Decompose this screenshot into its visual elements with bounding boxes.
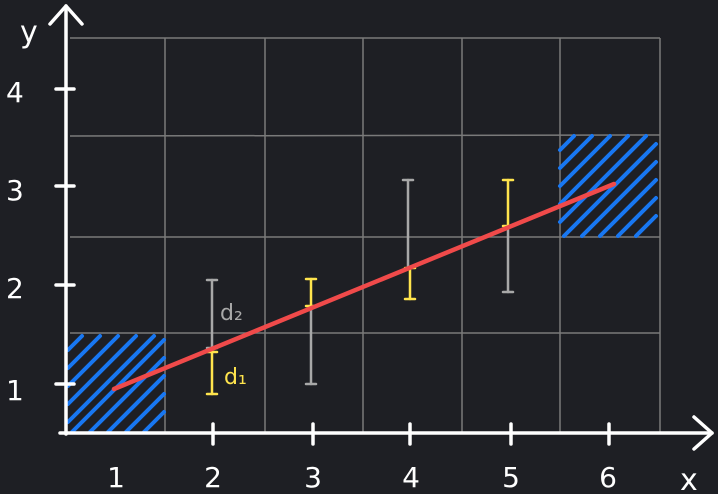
annotation-d1: d₁ xyxy=(224,365,247,390)
x-tick-label: 3 xyxy=(304,461,322,494)
error-bar-yellow-x5 xyxy=(501,178,515,228)
x-axis-label: x xyxy=(680,463,698,494)
y-axis-label: y xyxy=(20,15,38,50)
x-tick-label: 4 xyxy=(402,461,420,494)
regression-line xyxy=(111,181,617,392)
error-bars-gray xyxy=(205,178,515,386)
axes xyxy=(48,4,714,451)
x-tick-label: 2 xyxy=(204,461,222,494)
hatch-region-top-right xyxy=(558,134,658,238)
x-tick-label: 6 xyxy=(599,461,617,494)
x-axis-arrow-icon xyxy=(692,415,714,451)
annotation-d2: d₂ xyxy=(220,301,243,326)
error-bar-gray-x2 xyxy=(205,278,219,350)
x-tick-label: 5 xyxy=(502,461,520,494)
y-tick-label: 1 xyxy=(6,374,24,407)
error-bar-gray-x5 xyxy=(501,226,515,294)
y-tick-label: 4 xyxy=(6,76,24,109)
error-bar-yellow-x3 xyxy=(304,277,318,308)
hatch-region-bottom-left xyxy=(66,334,166,434)
error-bar-yellow-x2 xyxy=(205,350,219,396)
y-tick-label: 3 xyxy=(6,174,24,207)
y-tick-label: 2 xyxy=(6,272,24,305)
x-tick-label: 1 xyxy=(107,461,125,494)
y-axis-arrow-icon xyxy=(48,4,84,26)
error-bar-gray-x3 xyxy=(304,306,318,386)
error-bar-gray-x4 xyxy=(401,178,415,270)
error-bar-yellow-x4 xyxy=(403,266,417,301)
grid xyxy=(69,37,661,432)
